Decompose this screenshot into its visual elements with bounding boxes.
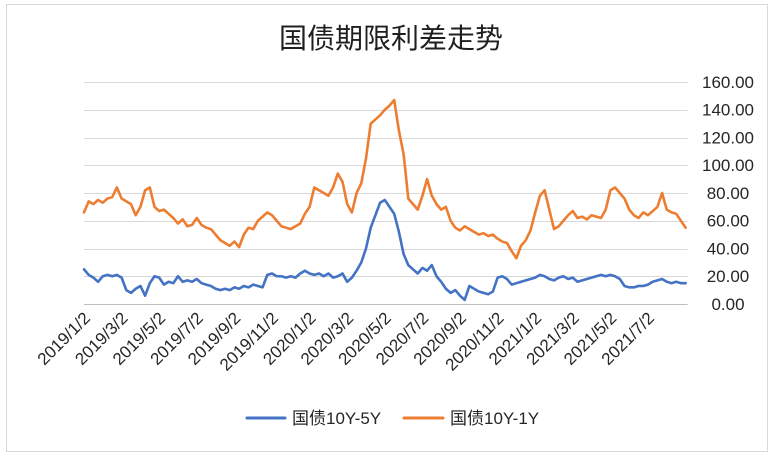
legend-item-10y-5y: 国债10Y-5Y — [245, 409, 381, 428]
y-tick-label: 80.00 — [707, 184, 750, 203]
y-axis: 0.00 20.00 40.00 60.00 80.00 100.00 120.00 140.… — [702, 73, 754, 314]
plot-series — [82, 98, 687, 302]
y-tick-label: 120.00 — [702, 128, 754, 147]
legend: 国债10Y-5Y 国债10Y-1Y — [245, 409, 539, 428]
legend-label: 国债10Y-1Y — [450, 409, 539, 428]
y-tick-label: 160.00 — [702, 73, 754, 92]
series-line-10y-5y — [82, 198, 687, 302]
y-tick-label: 20.00 — [707, 267, 750, 286]
y-tick-label: 0.00 — [711, 295, 744, 314]
y-tick-label: 100.00 — [702, 156, 754, 175]
y-tick-label: 140.00 — [702, 101, 754, 120]
series-line-10y-1y — [82, 98, 687, 260]
legend-label: 国债10Y-5Y — [292, 409, 381, 428]
y-tick-label: 40.00 — [707, 239, 750, 258]
y-tick-label: 60.00 — [707, 212, 750, 231]
legend-item-10y-1y: 国债10Y-1Y — [402, 409, 539, 428]
chart-border — [6, 4, 768, 452]
chart-title: 国债期限利差走势 — [279, 23, 503, 54]
